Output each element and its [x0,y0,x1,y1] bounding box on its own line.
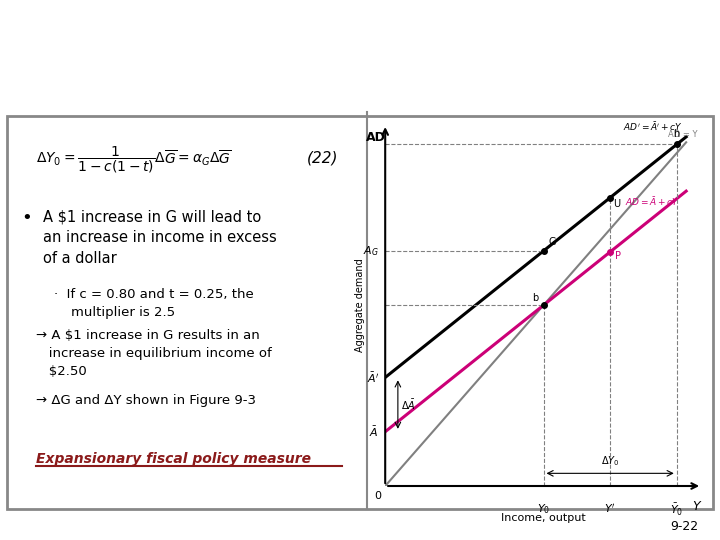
Text: $\bar{A}'$: $\bar{A}'$ [366,370,379,384]
Text: 9-22: 9-22 [670,520,698,533]
Text: (22): (22) [307,151,338,166]
FancyBboxPatch shape [7,116,713,509]
Text: $AD = \bar{A}+cY$: $AD = \bar{A}+cY$ [625,195,680,207]
Text: AD: AD [366,131,386,144]
Text: b: b [533,293,539,303]
Text: P: P [615,251,621,261]
Text: AD = Y: AD = Y [668,130,698,139]
Text: $AD' = \bar{A}'+cY$: $AD' = \bar{A}'+cY$ [624,120,683,133]
Text: $Y'$: $Y'$ [604,502,616,515]
Text: $\Delta\bar{A}$: $\Delta\bar{A}$ [401,397,415,411]
Text: → ΔG and ΔY shown in Figure 9-3: → ΔG and ΔY shown in Figure 9-3 [36,394,256,407]
Text: G: G [549,238,556,247]
Text: $A_G$: $A_G$ [363,244,379,258]
Text: ·  If c = 0.80 and t = 0.25, the
    multiplier is 2.5: · If c = 0.80 and t = 0.25, the multipli… [54,288,253,319]
Text: h: h [673,129,680,139]
Text: A $1 increase in G will lead to
an increase in income in excess
of a dollar: A $1 increase in G will lead to an incre… [43,209,277,266]
Text: Expansionary fiscal policy measure: Expansionary fiscal policy measure [36,453,311,466]
Text: $\Delta Y_0$: $\Delta Y_0$ [601,454,619,468]
Text: Income, output: Income, output [501,513,586,523]
Text: Effects of a Change in Fiscal Policy: Effects of a Change in Fiscal Policy [50,33,651,64]
Text: → A $1 increase in G results in an
   increase in equilibrium income of
   $2.50: → A $1 increase in G results in an incre… [36,329,271,377]
Text: $\Delta Y_0 = \dfrac{1}{1-c(1-t)}\Delta\overline{G} = \alpha_G\Delta\overline{G}: $\Delta Y_0 = \dfrac{1}{1-c(1-t)}\Delta\… [36,144,232,175]
Text: $\bar{Y}_0$: $\bar{Y}_0$ [670,502,683,518]
Text: $\bar{A}$: $\bar{A}$ [369,424,379,439]
Text: •: • [22,209,32,227]
Text: $Y_0$: $Y_0$ [537,502,550,516]
Text: 0: 0 [374,491,381,501]
Text: Y: Y [692,501,699,514]
Text: U: U [613,199,621,208]
Text: Aggregate demand: Aggregate demand [355,258,365,352]
